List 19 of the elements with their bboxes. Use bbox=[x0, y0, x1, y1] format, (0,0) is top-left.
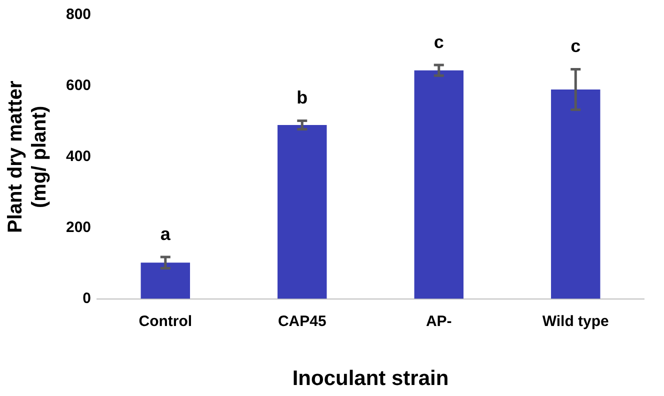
annotation: a bbox=[160, 224, 172, 244]
annotation: b bbox=[296, 88, 308, 108]
y-tick-label: 0 bbox=[82, 290, 92, 307]
bar bbox=[278, 124, 327, 299]
x-tick-label: Wild type bbox=[542, 312, 609, 330]
bar bbox=[551, 90, 600, 299]
x-tick-label: Control bbox=[138, 312, 192, 330]
bar bbox=[140, 262, 190, 299]
y-axis-title: Plant dry matter (mg/ plant) bbox=[4, 80, 51, 234]
annotation: c bbox=[434, 32, 444, 52]
y-tick-label: 400 bbox=[66, 148, 92, 166]
x-tick-label: CAP45 bbox=[278, 312, 326, 330]
x-axis-title: Inoculant strain bbox=[292, 367, 449, 390]
y-tick-label: 800 bbox=[66, 6, 92, 24]
y-tick-label: 200 bbox=[66, 218, 92, 236]
y-tick-label: 600 bbox=[66, 77, 92, 94]
x-tick-label: AP- bbox=[426, 312, 452, 330]
annotation: c bbox=[570, 36, 581, 56]
bar bbox=[414, 70, 464, 299]
